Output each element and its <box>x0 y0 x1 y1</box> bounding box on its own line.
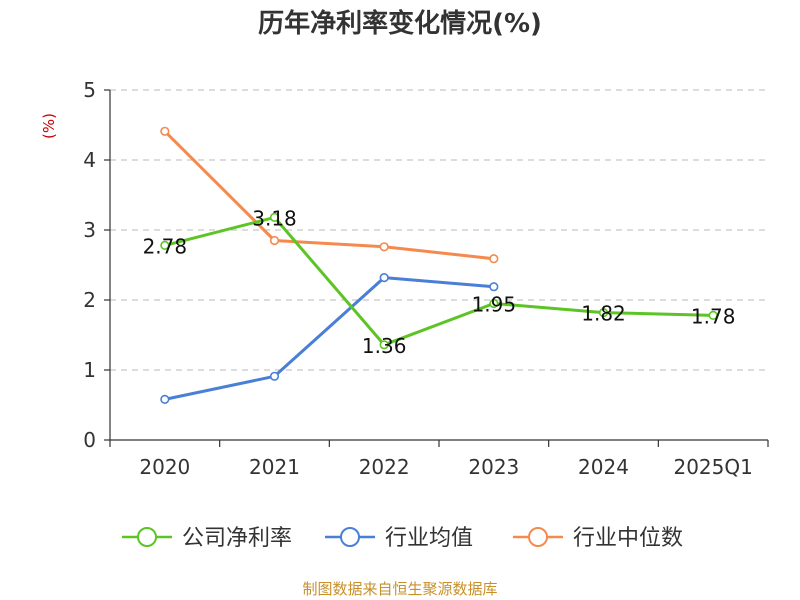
series-1-point-1 <box>269 371 280 381</box>
series-2-point-3 <box>489 254 499 264</box>
series-0-point-4 <box>598 308 609 318</box>
chart-title: 历年净利率变化情况(%) <box>258 8 542 39</box>
legend-item-2[interactable]: 行业中位数 <box>513 526 683 551</box>
axes: 0 1 2 3 4 5 2020 2021 2022 2023 2024 2025Q1 <box>83 78 769 479</box>
series-0-point-0 <box>160 240 170 250</box>
grid-lines <box>110 89 768 371</box>
x-tick-label-3: 2023 <box>468 455 519 479</box>
data-label-0: 2.78 <box>143 234 188 258</box>
series-0-point-5 <box>708 310 718 321</box>
legend: 公司净利率 行业均值 行业中位数 <box>122 526 683 551</box>
data-label-1: 3.18 <box>252 206 297 230</box>
y-tick-label-0: 0 <box>83 428 96 452</box>
y-tick-label-4: 4 <box>83 148 96 172</box>
x-tick-label-4: 2024 <box>578 455 629 479</box>
legend-swatch-marker-0 <box>137 527 157 547</box>
x-tick-label-2: 2022 <box>359 455 410 479</box>
series-2-point-0 <box>160 126 170 136</box>
y-tick-label-1: 1 <box>83 358 96 382</box>
series-0-point-2 <box>379 340 389 350</box>
series-lines <box>160 126 718 405</box>
data-label-3: 1.95 <box>472 293 517 317</box>
legend-item-1[interactable]: 行业均值 <box>325 526 473 551</box>
data-label-2: 1.36 <box>362 334 407 358</box>
data-label-4: 1.82 <box>581 302 626 326</box>
x-tick-label-1: 2021 <box>249 455 300 479</box>
series-2-point-1 <box>269 235 280 246</box>
series-1-point-0 <box>160 394 170 405</box>
series-line-2 <box>163 130 494 261</box>
series-1-point-2 <box>379 273 389 283</box>
series-0-point-1 <box>269 212 280 222</box>
series-line-0 <box>164 215 714 347</box>
series-1-point-3 <box>489 282 499 292</box>
data-labels: 2.78 3.18 1.36 1.95 1.82 1.78 <box>143 206 736 357</box>
series-2-point-2 <box>379 242 389 252</box>
y-tick-label-3: 3 <box>83 218 96 242</box>
legend-swatch-marker-2 <box>528 527 548 547</box>
legend-item-0[interactable]: 公司净利率 <box>122 526 292 551</box>
x-tick-label-5: 2025Q1 <box>673 455 752 479</box>
y-tick-label-5: 5 <box>83 78 96 102</box>
legend-label-0: 公司净利率 <box>182 526 292 551</box>
data-label-5: 1.78 <box>691 304 736 328</box>
y-tick-label-2: 2 <box>83 288 96 312</box>
legend-swatch-marker-1 <box>340 527 360 547</box>
legend-label-1: 行业均值 <box>385 526 473 551</box>
series-0-point-3 <box>489 298 499 309</box>
series-line-1 <box>164 276 494 401</box>
legend-label-2: 行业中位数 <box>573 526 683 551</box>
source-note: 制图数据来自恒生聚源数据库 <box>302 580 497 598</box>
y-axis-unit: (%) <box>40 113 58 139</box>
x-tick-label-0: 2020 <box>139 455 190 479</box>
